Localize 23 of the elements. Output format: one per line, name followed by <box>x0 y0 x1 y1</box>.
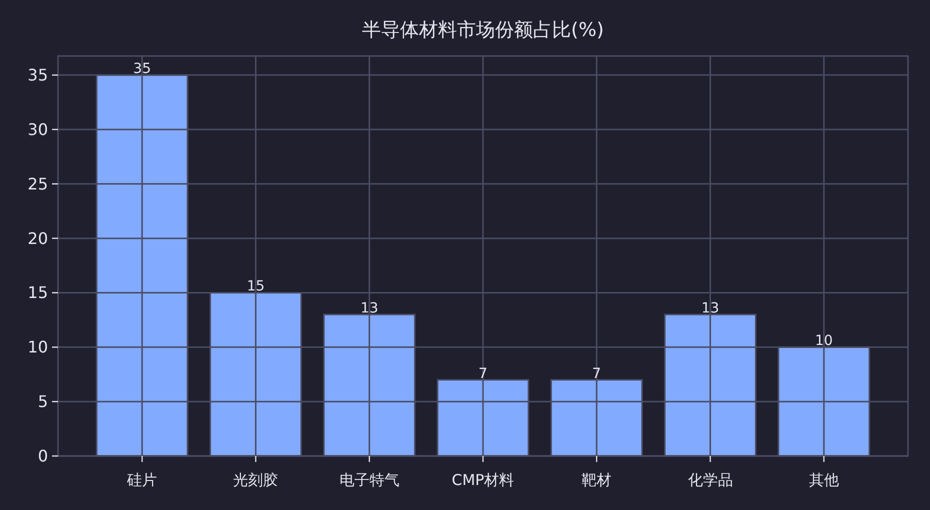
y-tick-label: 15 <box>28 283 48 302</box>
x-tick-label: CMP材料 <box>452 471 514 489</box>
y-tick-label: 5 <box>38 392 48 412</box>
y-tick-label: 10 <box>28 338 48 357</box>
x-tick-label: 其他 <box>808 471 839 489</box>
data-label: 13 <box>360 300 378 317</box>
chart-title: 半导体材料市场份额占比(%) <box>362 19 604 41</box>
data-label: 10 <box>814 333 833 350</box>
y-tick-label: 20 <box>28 228 48 248</box>
y-tick-label: 35 <box>28 66 48 85</box>
x-tick-label: 光刻胶 <box>233 471 278 489</box>
data-label: 7 <box>478 366 488 382</box>
data-label: 13 <box>701 300 720 317</box>
y-tick-label: 25 <box>28 174 48 194</box>
y-tick-label: 30 <box>28 120 48 139</box>
x-tick-label: 化学品 <box>688 471 733 489</box>
data-label: 7 <box>592 366 602 382</box>
x-tick-label: 硅片 <box>126 471 158 489</box>
x-tick-label: 靶材 <box>582 471 612 489</box>
data-label: 35 <box>133 61 152 78</box>
x-tick-label: 电子特气 <box>339 471 400 489</box>
data-label: 15 <box>246 278 265 295</box>
y-tick-label: 0 <box>38 446 48 466</box>
